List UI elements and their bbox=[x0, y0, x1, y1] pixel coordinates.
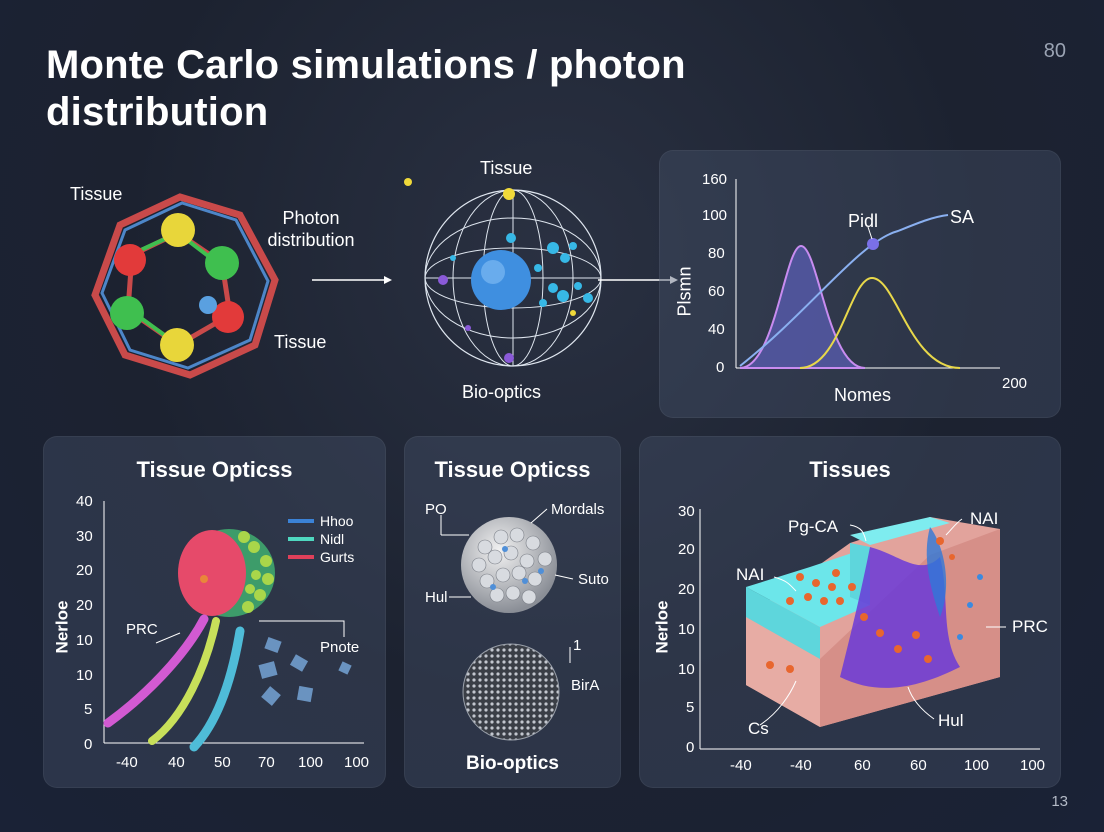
y-tick: 160 bbox=[702, 171, 728, 188]
label-hul: Hul bbox=[425, 589, 448, 606]
tissue-optics-panel-middle: Tissue Opticss PO Mordals Hul Suto 1 Bir… bbox=[404, 436, 621, 788]
x-tick: -40 bbox=[116, 754, 138, 771]
x-tick: 60 bbox=[854, 757, 871, 774]
legend-swatches bbox=[288, 519, 314, 559]
x-tick: -40 bbox=[790, 757, 812, 774]
y-tick: 10 bbox=[76, 632, 93, 649]
panel-title: Tissue Opticss bbox=[136, 457, 293, 482]
y-tick: 10 bbox=[678, 621, 695, 638]
annotation-nai-top: NAI bbox=[970, 509, 999, 528]
annotation-prc: PRC bbox=[1012, 617, 1048, 636]
panel-footer: Bio-optics bbox=[466, 753, 559, 774]
y-tick: 20 bbox=[678, 541, 695, 558]
y-tick: 20 bbox=[76, 562, 93, 579]
molecule-label-tissue-top: Tissue bbox=[70, 184, 123, 204]
x-tick: 100 bbox=[1020, 757, 1046, 774]
annotation-hul: Hul bbox=[938, 711, 964, 730]
x-end-tick: 200 bbox=[1002, 375, 1028, 392]
annotation-cs: Cs bbox=[748, 719, 769, 738]
tissue-optics-panel-left: Tissue Opticss Nerloe 40 30 20 20 10 10 … bbox=[43, 436, 386, 788]
panel-title: Tissues bbox=[809, 457, 891, 482]
annotation-prc: PRC bbox=[126, 621, 158, 638]
sphere-label-tissue: Tissue bbox=[480, 158, 533, 178]
y-tick: 5 bbox=[84, 701, 93, 718]
particle-sphere-illustration bbox=[440, 508, 574, 741]
y-tick: 0 bbox=[716, 359, 725, 376]
label-suto: Suto bbox=[578, 571, 609, 588]
annotation-sa: SA bbox=[950, 207, 975, 227]
x-tick: 60 bbox=[910, 757, 927, 774]
label-one: 1 bbox=[573, 637, 582, 654]
arrow-right-icon bbox=[312, 276, 392, 284]
y-tick: 20 bbox=[678, 581, 695, 598]
annotation-nai-left: NAI bbox=[736, 565, 765, 584]
molecule-label-photon-distribution: Photon distribution bbox=[267, 208, 355, 250]
page-number-top: 80 bbox=[1043, 40, 1066, 62]
y-tick: 40 bbox=[76, 493, 93, 510]
annotation-pg-ca: Pg-CA bbox=[788, 517, 839, 536]
distribution-chart-panel: 160 100 80 60 40 0 Plsmn Nomes 200 Pidl … bbox=[659, 150, 1061, 418]
molecule-label-tissue-bottom: Tissue bbox=[274, 332, 327, 352]
y-tick: 5 bbox=[686, 699, 695, 716]
distribution-curves bbox=[735, 179, 1000, 369]
x-tick: 40 bbox=[168, 754, 185, 771]
y-tick: 40 bbox=[708, 321, 725, 338]
x-tick: 50 bbox=[214, 754, 231, 771]
y-tick: 80 bbox=[708, 245, 725, 262]
y-tick: 0 bbox=[686, 739, 695, 756]
legend-entry: Gurts bbox=[320, 549, 355, 565]
legend-entry: Hhoo bbox=[320, 513, 354, 529]
x-tick: -40 bbox=[730, 757, 752, 774]
y-tick: 100 bbox=[702, 207, 728, 224]
label-mordals: Mordals bbox=[551, 501, 605, 518]
y-tick: 10 bbox=[76, 667, 93, 684]
annotation-pidl: Pidl bbox=[848, 211, 879, 231]
annotation-pnote: Pnote bbox=[320, 639, 360, 656]
photon-sphere-illustration bbox=[404, 178, 602, 367]
arrow-right-icon bbox=[598, 276, 678, 284]
x-tick: 100 bbox=[298, 754, 324, 771]
y-tick: 30 bbox=[76, 528, 93, 545]
y-tick: 10 bbox=[678, 661, 695, 678]
tissue-block-illustration bbox=[699, 509, 1040, 750]
x-tick: 100 bbox=[964, 757, 990, 774]
x-axis-label: Nomes bbox=[834, 385, 892, 405]
page-number-bottom: 13 bbox=[1051, 793, 1068, 810]
label-po: PO bbox=[425, 501, 447, 518]
slide-title: Monte Carlo simulations / photon distrib… bbox=[46, 43, 686, 134]
y-tick: 60 bbox=[708, 283, 725, 300]
panel-title: Tissue Opticss bbox=[434, 457, 591, 482]
molecule-illustration bbox=[91, 193, 279, 379]
sphere-label-bio-optics: Bio-optics bbox=[462, 382, 542, 402]
cell-illustration bbox=[103, 501, 364, 752]
x-tick: 70 bbox=[258, 754, 275, 771]
y-tick: 20 bbox=[76, 597, 93, 614]
legend-entry: Nidl bbox=[320, 531, 345, 547]
y-tick: 0 bbox=[84, 736, 93, 753]
y-tick: 30 bbox=[678, 503, 695, 520]
x-tick: 100 bbox=[344, 754, 370, 771]
label-bira: BirA bbox=[571, 677, 600, 694]
tissues-panel-right: Tissues Nerloe 30 20 20 10 10 5 0 -40 -4… bbox=[639, 436, 1061, 788]
